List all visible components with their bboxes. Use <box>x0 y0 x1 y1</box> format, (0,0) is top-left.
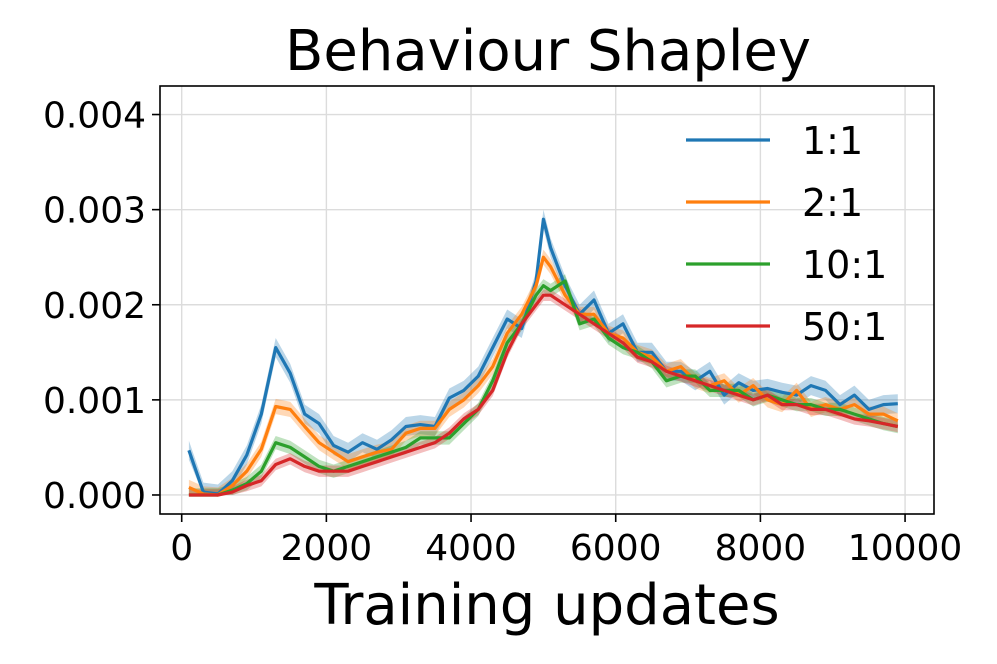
legend-label-0: 1:1 <box>802 119 863 163</box>
legend-label-3: 50:1 <box>802 305 887 349</box>
y-tick-label: 0.004 <box>43 96 146 137</box>
series-line-2 <box>188 279 899 497</box>
y-tick-label: 0.000 <box>43 476 146 517</box>
plot-frame <box>159 85 935 515</box>
legend-label-2: 10:1 <box>802 243 887 287</box>
y-tick-label: 0.002 <box>43 286 146 327</box>
chart-title: Behaviour Shapley <box>285 19 811 84</box>
series-line-0 <box>187 217 898 496</box>
x-tick-label: 0 <box>170 528 193 569</box>
x-tick-label: 4000 <box>425 528 517 569</box>
series-lines <box>187 217 899 497</box>
x-tick-label: 8000 <box>715 528 807 569</box>
grid-lines <box>160 86 934 514</box>
legend-label-1: 2:1 <box>802 181 863 225</box>
legend: 1:1 2:1 10:1 50:1 <box>686 119 887 349</box>
y-tick-label: 0.003 <box>43 191 146 232</box>
x-tick-label: 2000 <box>281 528 373 569</box>
y-tick-label: 0.001 <box>43 381 146 422</box>
x-tick-label: 6000 <box>570 528 662 569</box>
axis-ticks: 0 2000 4000 6000 8000 10000 0.000 0.001 0.002 0.0… <box>43 96 962 569</box>
x-tick-label: 10000 <box>848 528 963 569</box>
x-axis-label: Training updates <box>313 573 779 638</box>
series-line-3 <box>188 293 899 497</box>
